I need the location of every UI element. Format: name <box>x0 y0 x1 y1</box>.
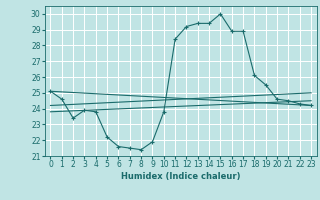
X-axis label: Humidex (Indice chaleur): Humidex (Indice chaleur) <box>121 172 241 181</box>
